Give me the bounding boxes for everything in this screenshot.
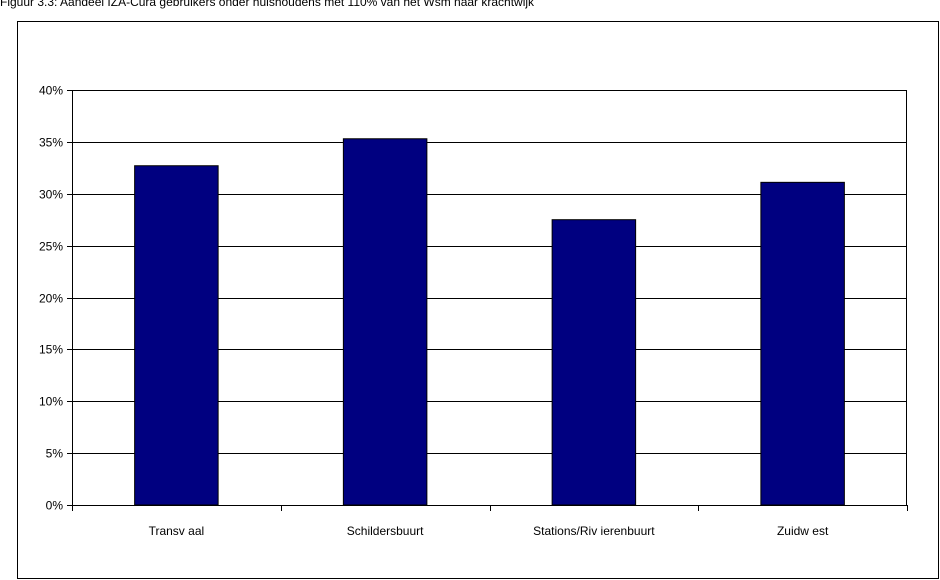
y-tick-label: 15%	[39, 343, 63, 357]
x-tick-label: Schildersbuurt	[347, 524, 424, 538]
axes	[67, 90, 908, 511]
bar	[134, 165, 219, 506]
bar	[760, 181, 845, 506]
x-tick-label: Transv aal	[149, 524, 205, 538]
y-tick-label: 20%	[39, 292, 63, 306]
y-tick-label: 0%	[46, 499, 64, 513]
y-tick-label: 35%	[39, 136, 63, 150]
chart-frame	[17, 21, 939, 579]
y-tick-label: 5%	[46, 447, 64, 461]
chart-title: Figuur 3.3: Aandeel IZA-Cura gebruikers …	[0, 0, 535, 9]
y-tick-label: 25%	[39, 240, 63, 254]
bar	[342, 138, 428, 506]
y-tick-label: 10%	[39, 395, 63, 409]
x-tick-label: Stations/Riv ierenbuurt	[533, 524, 655, 538]
bars	[134, 138, 845, 506]
y-tick-labels: 0% 5% 10% 15% 20% 25% 30% 35% 40%	[39, 84, 63, 513]
y-tick-label: 30%	[39, 188, 63, 202]
y-tick-label: 40%	[39, 84, 63, 98]
bar	[551, 219, 637, 506]
x-tick-labels: Transv aal Schildersbuurt Stations/Riv ier…	[149, 524, 829, 538]
x-tick-label: Zuidw est	[777, 524, 829, 538]
